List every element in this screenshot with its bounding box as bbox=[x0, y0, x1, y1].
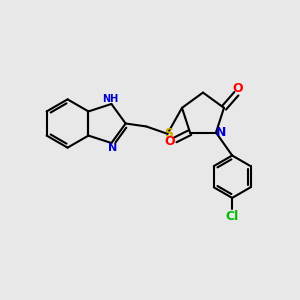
Text: N: N bbox=[108, 143, 118, 153]
Text: Cl: Cl bbox=[226, 210, 239, 223]
Text: O: O bbox=[232, 82, 243, 95]
Text: S: S bbox=[164, 127, 173, 140]
Text: N: N bbox=[216, 126, 226, 139]
Text: O: O bbox=[165, 136, 175, 148]
Text: NH: NH bbox=[102, 94, 118, 104]
